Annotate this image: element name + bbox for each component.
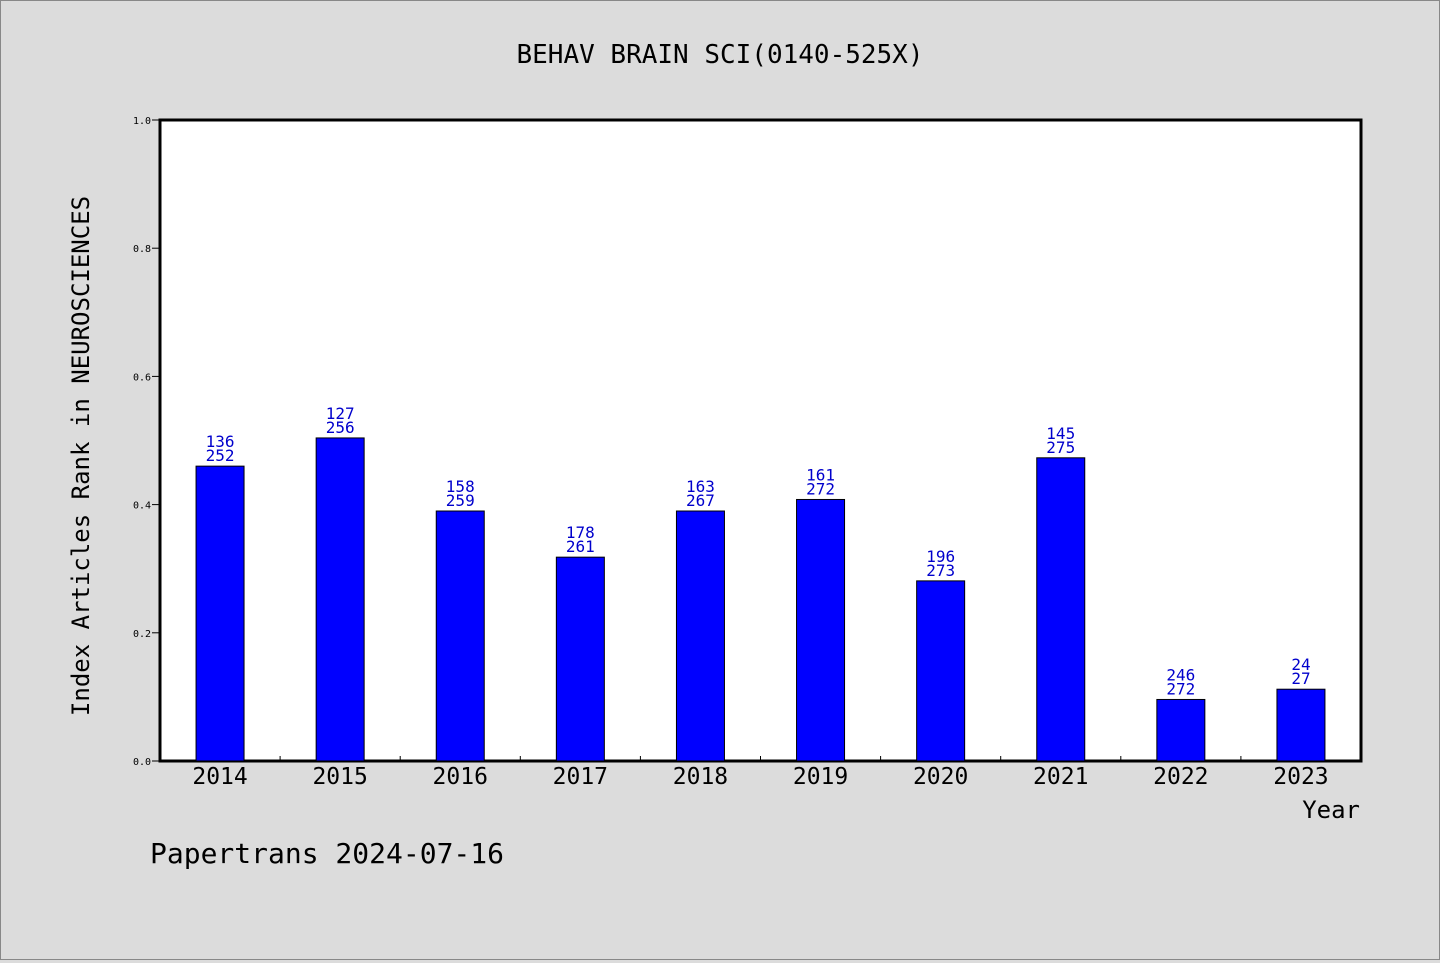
y-tick-label: 0.2 (133, 629, 151, 640)
bar-rank-label: 178 (566, 523, 595, 542)
bar-rank-label: 163 (686, 477, 715, 496)
bar-total-label: 273 (926, 561, 955, 580)
bar-rank-label: 246 (1166, 665, 1195, 684)
x-tick-label: 2019 (793, 764, 848, 790)
x-tick-label: 2020 (913, 764, 968, 790)
x-tick-label: 2016 (433, 764, 488, 790)
bar-rank-label: 145 (1046, 424, 1075, 443)
bar-rank-label: 158 (446, 477, 475, 496)
x-tick-label: 2023 (1273, 764, 1328, 790)
bar-total-label: 272 (806, 479, 835, 498)
bar-total-label: 259 (446, 491, 475, 510)
bar (1036, 457, 1086, 762)
bar-rank-label: 24 (1291, 655, 1310, 674)
bar (435, 510, 485, 762)
x-tick-label: 2018 (673, 764, 728, 790)
bar-rank-label: 196 (926, 547, 955, 566)
y-tick-label: 1.0 (133, 116, 151, 127)
y-tick-label: 0.8 (133, 244, 151, 255)
bar (555, 556, 605, 762)
y-tick-label: 0.0 (133, 757, 151, 768)
bar (675, 510, 725, 762)
bar (916, 580, 966, 762)
bar (1276, 688, 1326, 762)
x-tick-label: 2022 (1153, 764, 1208, 790)
bar-total-label: 272 (1166, 679, 1195, 698)
bar (796, 498, 846, 762)
x-axis-label: Year (1302, 796, 1360, 824)
y-axis: 0.0 0.2 0.4 0.6 0.8 1.0 (133, 116, 160, 768)
bar (315, 437, 365, 762)
bar-labels: 1362521272561582591782611632671612721962… (206, 404, 1311, 699)
bar-rank-label: 161 (806, 465, 835, 484)
bar-total-label: 261 (566, 537, 595, 556)
footer-text: Papertrans 2024-07-16 (150, 837, 504, 870)
bar-rank-label: 127 (326, 404, 355, 423)
bar-total-label: 267 (686, 491, 715, 510)
bar-total-label: 252 (206, 446, 235, 465)
bar-total-label: 256 (326, 418, 355, 437)
x-axis: 2014 2015 2016 2017 2018 2019 2020 2021 2022 2023 (192, 756, 1329, 790)
chart-title: BEHAV BRAIN SCI(0140-525X) (517, 40, 924, 70)
bar (1156, 698, 1206, 762)
bar (195, 465, 245, 762)
y-axis-label: Index Articles Rank in NEUROSCIENCES (67, 196, 95, 716)
x-tick-label: 2015 (312, 764, 367, 790)
x-tick-label: 2014 (192, 764, 247, 790)
bar-total-label: 27 (1291, 669, 1310, 688)
y-tick-label: 0.4 (133, 501, 151, 512)
bar-total-label: 275 (1046, 438, 1075, 457)
x-tick-label: 2017 (553, 764, 608, 790)
bars (195, 437, 1326, 762)
bar-rank-label: 136 (206, 432, 235, 451)
y-tick-label: 0.6 (133, 372, 151, 383)
x-tick-label: 2021 (1033, 764, 1088, 790)
